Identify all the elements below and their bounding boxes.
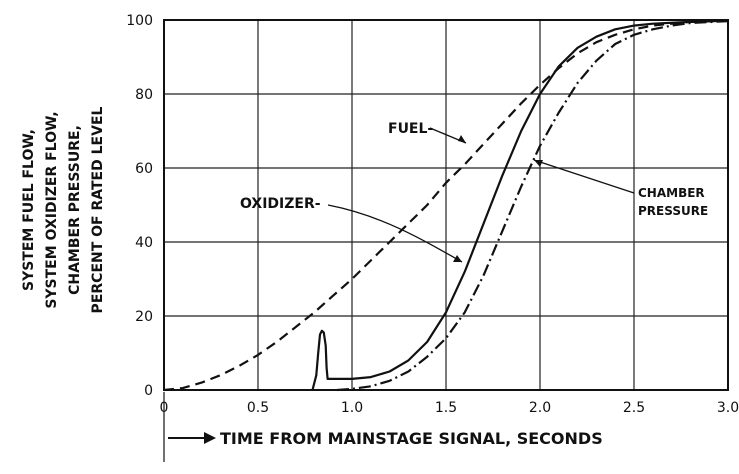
annotation-pressure: PRESSURE <box>638 204 708 218</box>
x-tick-label-6: 3.0 <box>717 400 739 416</box>
series-layer <box>163 19 729 392</box>
y-tick-label-2: 40 <box>135 235 153 251</box>
y-axis-label: SYSTEM FUEL FLOW, SYSTEM OXIDIZER FLOW, … <box>21 106 106 313</box>
x-axis-label: TIME FROM MAINSTAGE SIGNAL, SECONDS <box>220 429 603 448</box>
series-line-chamber-pressure <box>336 20 729 392</box>
annotation-chamber: CHAMBER <box>638 186 705 200</box>
y-tick-label-4: 80 <box>135 87 153 103</box>
arrowhead-fuel <box>458 135 466 143</box>
x-tick-label-1: 0.5 <box>247 400 269 416</box>
y-tick-label-0: 0 <box>144 383 153 399</box>
y-tick-label-5: 100 <box>126 13 153 29</box>
x-tick-label-3: 1.5 <box>435 400 457 416</box>
y-axis-label-line-2: SYSTEM OXIDIZER FLOW, <box>44 111 60 308</box>
y-axis-label-line-3: CHAMBER PRESSURE, <box>67 125 83 295</box>
series-line-fuel <box>163 19 729 392</box>
series-line-oxidizer <box>311 19 729 391</box>
arrowhead-chamber-pressure <box>534 160 543 167</box>
x-axis-arrowhead <box>204 432 216 444</box>
y-tick-label-3: 60 <box>135 161 153 177</box>
arrowhead-oxidizer <box>453 255 462 262</box>
x-tick-label-5: 2.5 <box>623 400 645 416</box>
annotation-fuel: FUEL- <box>388 121 433 137</box>
y-axis-label-line-1: SYSTEM FUEL FLOW, <box>21 129 37 291</box>
plot-frame <box>163 19 729 391</box>
x-tick-label-2: 1.0 <box>341 400 363 416</box>
leader-chamber-pressure <box>533 159 635 194</box>
annotation-oxidizer: OXIDIZER- <box>240 196 321 212</box>
leader-oxidizer <box>327 204 463 263</box>
y-axis-label-line-4: PERCENT OF RATED LEVEL <box>90 106 106 313</box>
y-tick-label-1: 20 <box>135 309 153 325</box>
x-tick-label-4: 2.0 <box>529 400 551 416</box>
